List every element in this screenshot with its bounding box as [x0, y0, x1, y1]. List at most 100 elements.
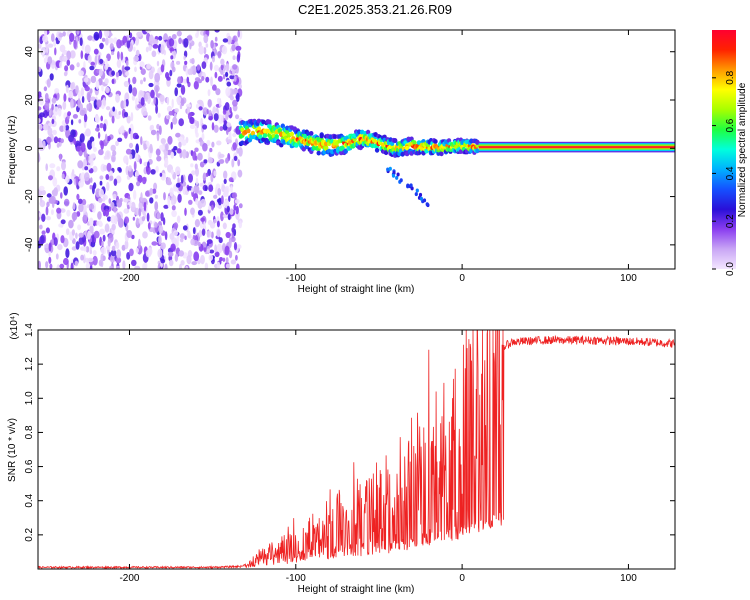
noise-cell — [70, 119, 74, 126]
noise-cell — [138, 208, 142, 217]
noise-cell — [166, 96, 170, 106]
noise-cell — [232, 64, 238, 70]
noise-cell — [233, 204, 236, 211]
noise-cell — [78, 198, 83, 204]
noise-cell — [193, 184, 200, 194]
noise-cell — [212, 84, 217, 91]
noise-cell — [59, 263, 65, 269]
noise-cell — [83, 246, 87, 252]
noise-cell — [140, 136, 143, 146]
noise-cell — [59, 153, 62, 162]
noise-cell — [116, 249, 122, 259]
snr-series-line — [38, 330, 675, 569]
noise-cell — [191, 65, 197, 75]
noise-cell — [197, 152, 203, 161]
noise-cell — [168, 111, 174, 116]
noise-cell — [210, 76, 213, 87]
noise-cell — [203, 47, 207, 55]
noise-cell — [215, 88, 221, 96]
noise-cell — [102, 234, 106, 242]
noise-cell — [202, 124, 208, 130]
noise-cell — [155, 165, 159, 173]
noise-cell — [105, 106, 111, 111]
noise-cell — [148, 44, 152, 52]
steady-line-band — [478, 146, 675, 148]
noise-cell — [51, 118, 55, 125]
noise-cell — [143, 143, 147, 151]
noise-cell — [230, 259, 237, 265]
noise-cell — [119, 197, 123, 203]
noise-cell — [171, 205, 176, 211]
line-x-tick-label: 0 — [459, 573, 465, 584]
heatmap-y-axis-label: Frequency (Hz) — [7, 116, 18, 185]
line-y-tick-label: 0.2 — [24, 527, 35, 541]
noise-cell — [75, 232, 78, 239]
noise-cell — [202, 142, 208, 152]
noise-cell — [173, 222, 179, 230]
noise-cell — [38, 43, 42, 49]
noise-cell — [111, 51, 115, 56]
noise-cell — [156, 212, 161, 220]
colorbar-tick-label: 0.4 — [725, 166, 736, 180]
noise-cell — [235, 114, 240, 120]
noise-cell — [78, 119, 82, 124]
noise-cell — [186, 76, 190, 84]
noise-cell — [220, 211, 224, 222]
noise-cell — [97, 211, 102, 220]
noise-cell — [220, 58, 225, 66]
noise-cell — [111, 245, 116, 252]
noise-cell — [88, 203, 95, 210]
colorbar-tick-label: 0.0 — [725, 262, 736, 276]
noise-cell — [166, 105, 173, 112]
noise-cell — [55, 253, 59, 260]
noise-cell — [101, 37, 106, 42]
noise-cell — [220, 64, 224, 70]
heatmap-y-tick-label: 0 — [24, 145, 35, 151]
noise-cell — [127, 204, 130, 210]
noise-cell — [90, 177, 93, 183]
noise-cell — [149, 143, 153, 154]
noise-cell — [228, 177, 234, 183]
noise-cell — [48, 242, 52, 252]
noise-cell — [175, 132, 181, 138]
noise-cell — [194, 147, 199, 153]
signal-cell — [303, 133, 308, 139]
noise-cell — [75, 85, 79, 94]
noise-cell — [45, 206, 49, 216]
noise-cell — [131, 95, 135, 101]
noise-cell — [77, 98, 81, 108]
noise-cell — [199, 182, 204, 187]
noise-cell — [205, 43, 209, 48]
noise-cell — [115, 113, 121, 120]
noise-cell — [108, 198, 112, 204]
noise-cell — [63, 71, 68, 77]
noise-cell — [60, 235, 65, 244]
noise-cell — [130, 201, 136, 212]
noise-cell — [217, 75, 223, 82]
noise-cell — [43, 86, 48, 92]
noise-cell — [71, 246, 77, 251]
noise-cell — [237, 169, 243, 178]
noise-cell — [162, 217, 166, 226]
noise-cell — [38, 212, 42, 218]
noise-cell — [171, 200, 175, 206]
noise-cell — [134, 66, 137, 73]
noise-cell — [82, 214, 88, 224]
noise-cell — [123, 111, 129, 118]
noise-cell — [110, 201, 115, 209]
noise-cell — [232, 55, 236, 60]
noise-cell — [192, 151, 197, 161]
noise-cell — [39, 195, 43, 203]
noise-cell — [133, 161, 137, 171]
noise-cell — [148, 82, 154, 88]
noise-cell — [214, 244, 218, 253]
noise-cell — [139, 91, 145, 96]
noise-cell — [213, 170, 217, 177]
noise-cell — [153, 96, 156, 105]
noise-cell — [126, 252, 131, 260]
noise-cell — [157, 248, 163, 258]
noise-cell — [215, 186, 218, 197]
noise-cell — [190, 207, 195, 215]
noise-cell — [234, 199, 240, 204]
